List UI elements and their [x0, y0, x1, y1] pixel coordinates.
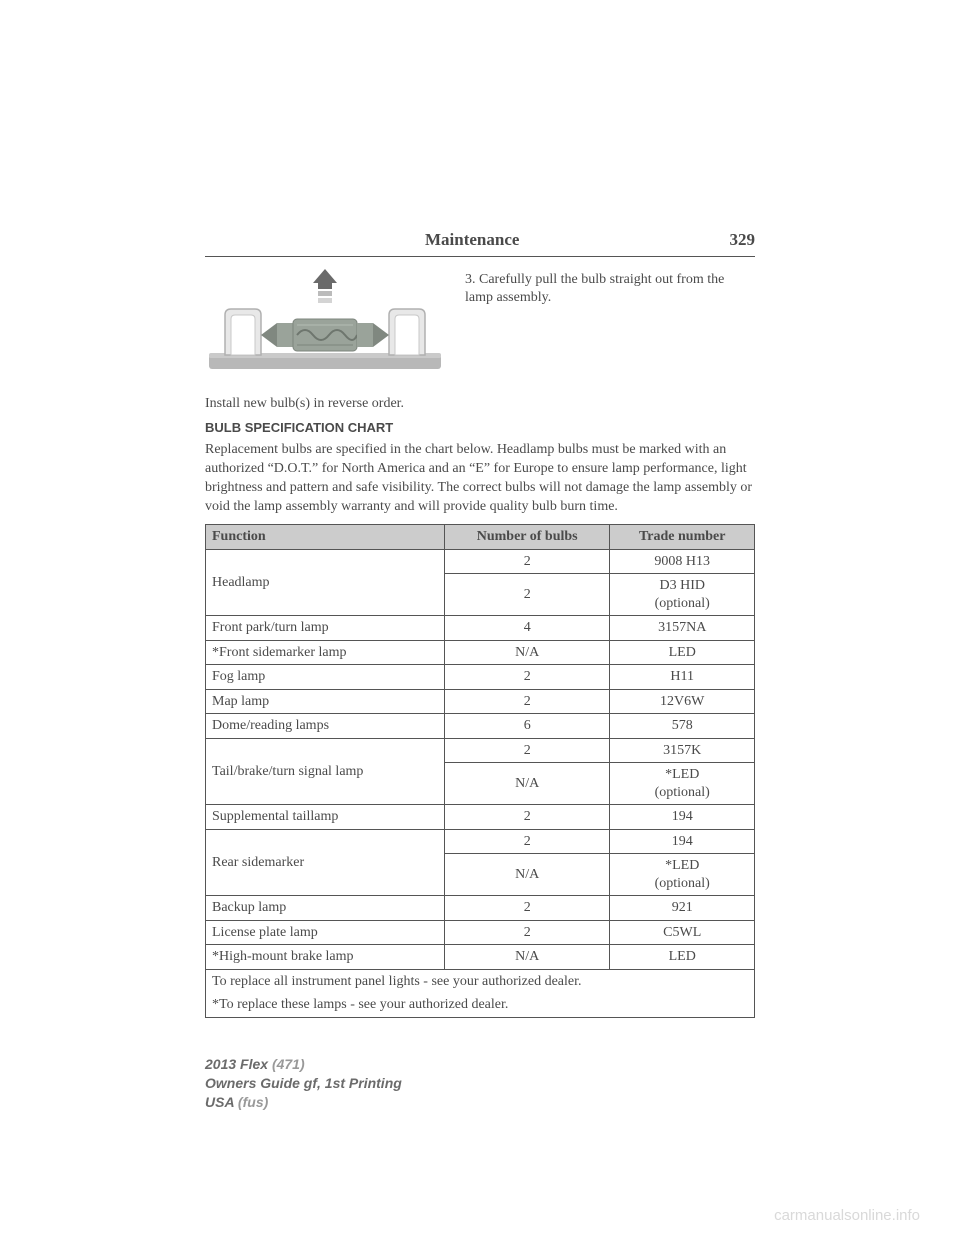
table-cell-function: *High-mount brake lamp	[206, 945, 445, 970]
table-cell-number: 2	[444, 896, 609, 921]
col-number: Number of bulbs	[444, 525, 609, 550]
table-cell-function: License plate lamp	[206, 920, 445, 945]
table-cell-number: 2	[444, 829, 609, 854]
table-cell-trade: LED	[610, 945, 755, 970]
footer-region-code: (fus)	[234, 1094, 268, 1110]
table-cell-trade: 194	[610, 805, 755, 830]
step-3-text: 3. Carefully pull the bulb straight out …	[465, 267, 755, 307]
intro-paragraph: Replacement bulbs are specified in the c…	[205, 441, 755, 517]
bulb-spec-table: Function Number of bulbs Trade number He…	[205, 524, 755, 1018]
table-cell-trade: 578	[610, 714, 755, 739]
table-cell-trade: *LED(optional)	[610, 763, 755, 805]
table-cell-number: N/A	[444, 854, 609, 896]
table-cell-trade: 194	[610, 829, 755, 854]
table-cell-function: Map lamp	[206, 689, 445, 714]
table-cell-trade: 9008 H13	[610, 549, 755, 574]
footer-block: 2013 Flex (471) Owners Guide gf, 1st Pri…	[205, 1055, 402, 1112]
section-title: Maintenance	[425, 230, 519, 250]
col-trade: Trade number	[610, 525, 755, 550]
table-cell-number: 2	[444, 738, 609, 763]
table-cell-number: 2	[444, 665, 609, 690]
table-cell-function: Headlamp	[206, 549, 445, 616]
table-cell-function: Fog lamp	[206, 665, 445, 690]
table-footnote-2: *To replace these lamps - see your autho…	[206, 993, 755, 1017]
footer-region: USA	[205, 1094, 234, 1110]
table-cell-trade: D3 HID(optional)	[610, 574, 755, 616]
table-cell-function: Backup lamp	[206, 896, 445, 921]
table-cell-number: N/A	[444, 763, 609, 805]
table-cell-function: Dome/reading lamps	[206, 714, 445, 739]
table-cell-trade: 3157NA	[610, 616, 755, 641]
table-cell-number: 2	[444, 920, 609, 945]
table-footnote-1: To replace all instrument panel lights -…	[206, 969, 755, 993]
footer-code: (471)	[268, 1056, 305, 1072]
table-cell-number: 2	[444, 549, 609, 574]
bulb-removal-diagram	[205, 267, 445, 377]
table-cell-number: 2	[444, 805, 609, 830]
page-number: 329	[730, 230, 756, 250]
watermark: carmanualsonline.info	[774, 1207, 920, 1224]
table-cell-function: Tail/brake/turn signal lamp	[206, 738, 445, 805]
table-cell-trade: 12V6W	[610, 689, 755, 714]
table-cell-number: N/A	[444, 945, 609, 970]
table-cell-number: N/A	[444, 640, 609, 665]
table-cell-number: 2	[444, 574, 609, 616]
table-cell-trade: C5WL	[610, 920, 755, 945]
table-cell-trade: LED	[610, 640, 755, 665]
chart-heading: BULB SPECIFICATION CHART	[205, 420, 755, 435]
table-cell-number: 4	[444, 616, 609, 641]
table-cell-function: Front park/turn lamp	[206, 616, 445, 641]
table-cell-number: 6	[444, 714, 609, 739]
table-cell-trade: *LED(optional)	[610, 854, 755, 896]
footer-guide: Owners Guide gf, 1st Printing	[205, 1074, 402, 1093]
table-cell-trade: H11	[610, 665, 755, 690]
table-cell-function: Rear sidemarker	[206, 829, 445, 896]
table-cell-function: Supplemental taillamp	[206, 805, 445, 830]
table-cell-number: 2	[444, 689, 609, 714]
table-cell-trade: 921	[610, 896, 755, 921]
install-text: Install new bulb(s) in reverse order.	[205, 395, 755, 414]
col-function: Function	[206, 525, 445, 550]
footer-model: 2013 Flex	[205, 1056, 268, 1072]
header-rule	[205, 256, 755, 257]
table-cell-trade: 3157K	[610, 738, 755, 763]
table-cell-function: *Front sidemarker lamp	[206, 640, 445, 665]
